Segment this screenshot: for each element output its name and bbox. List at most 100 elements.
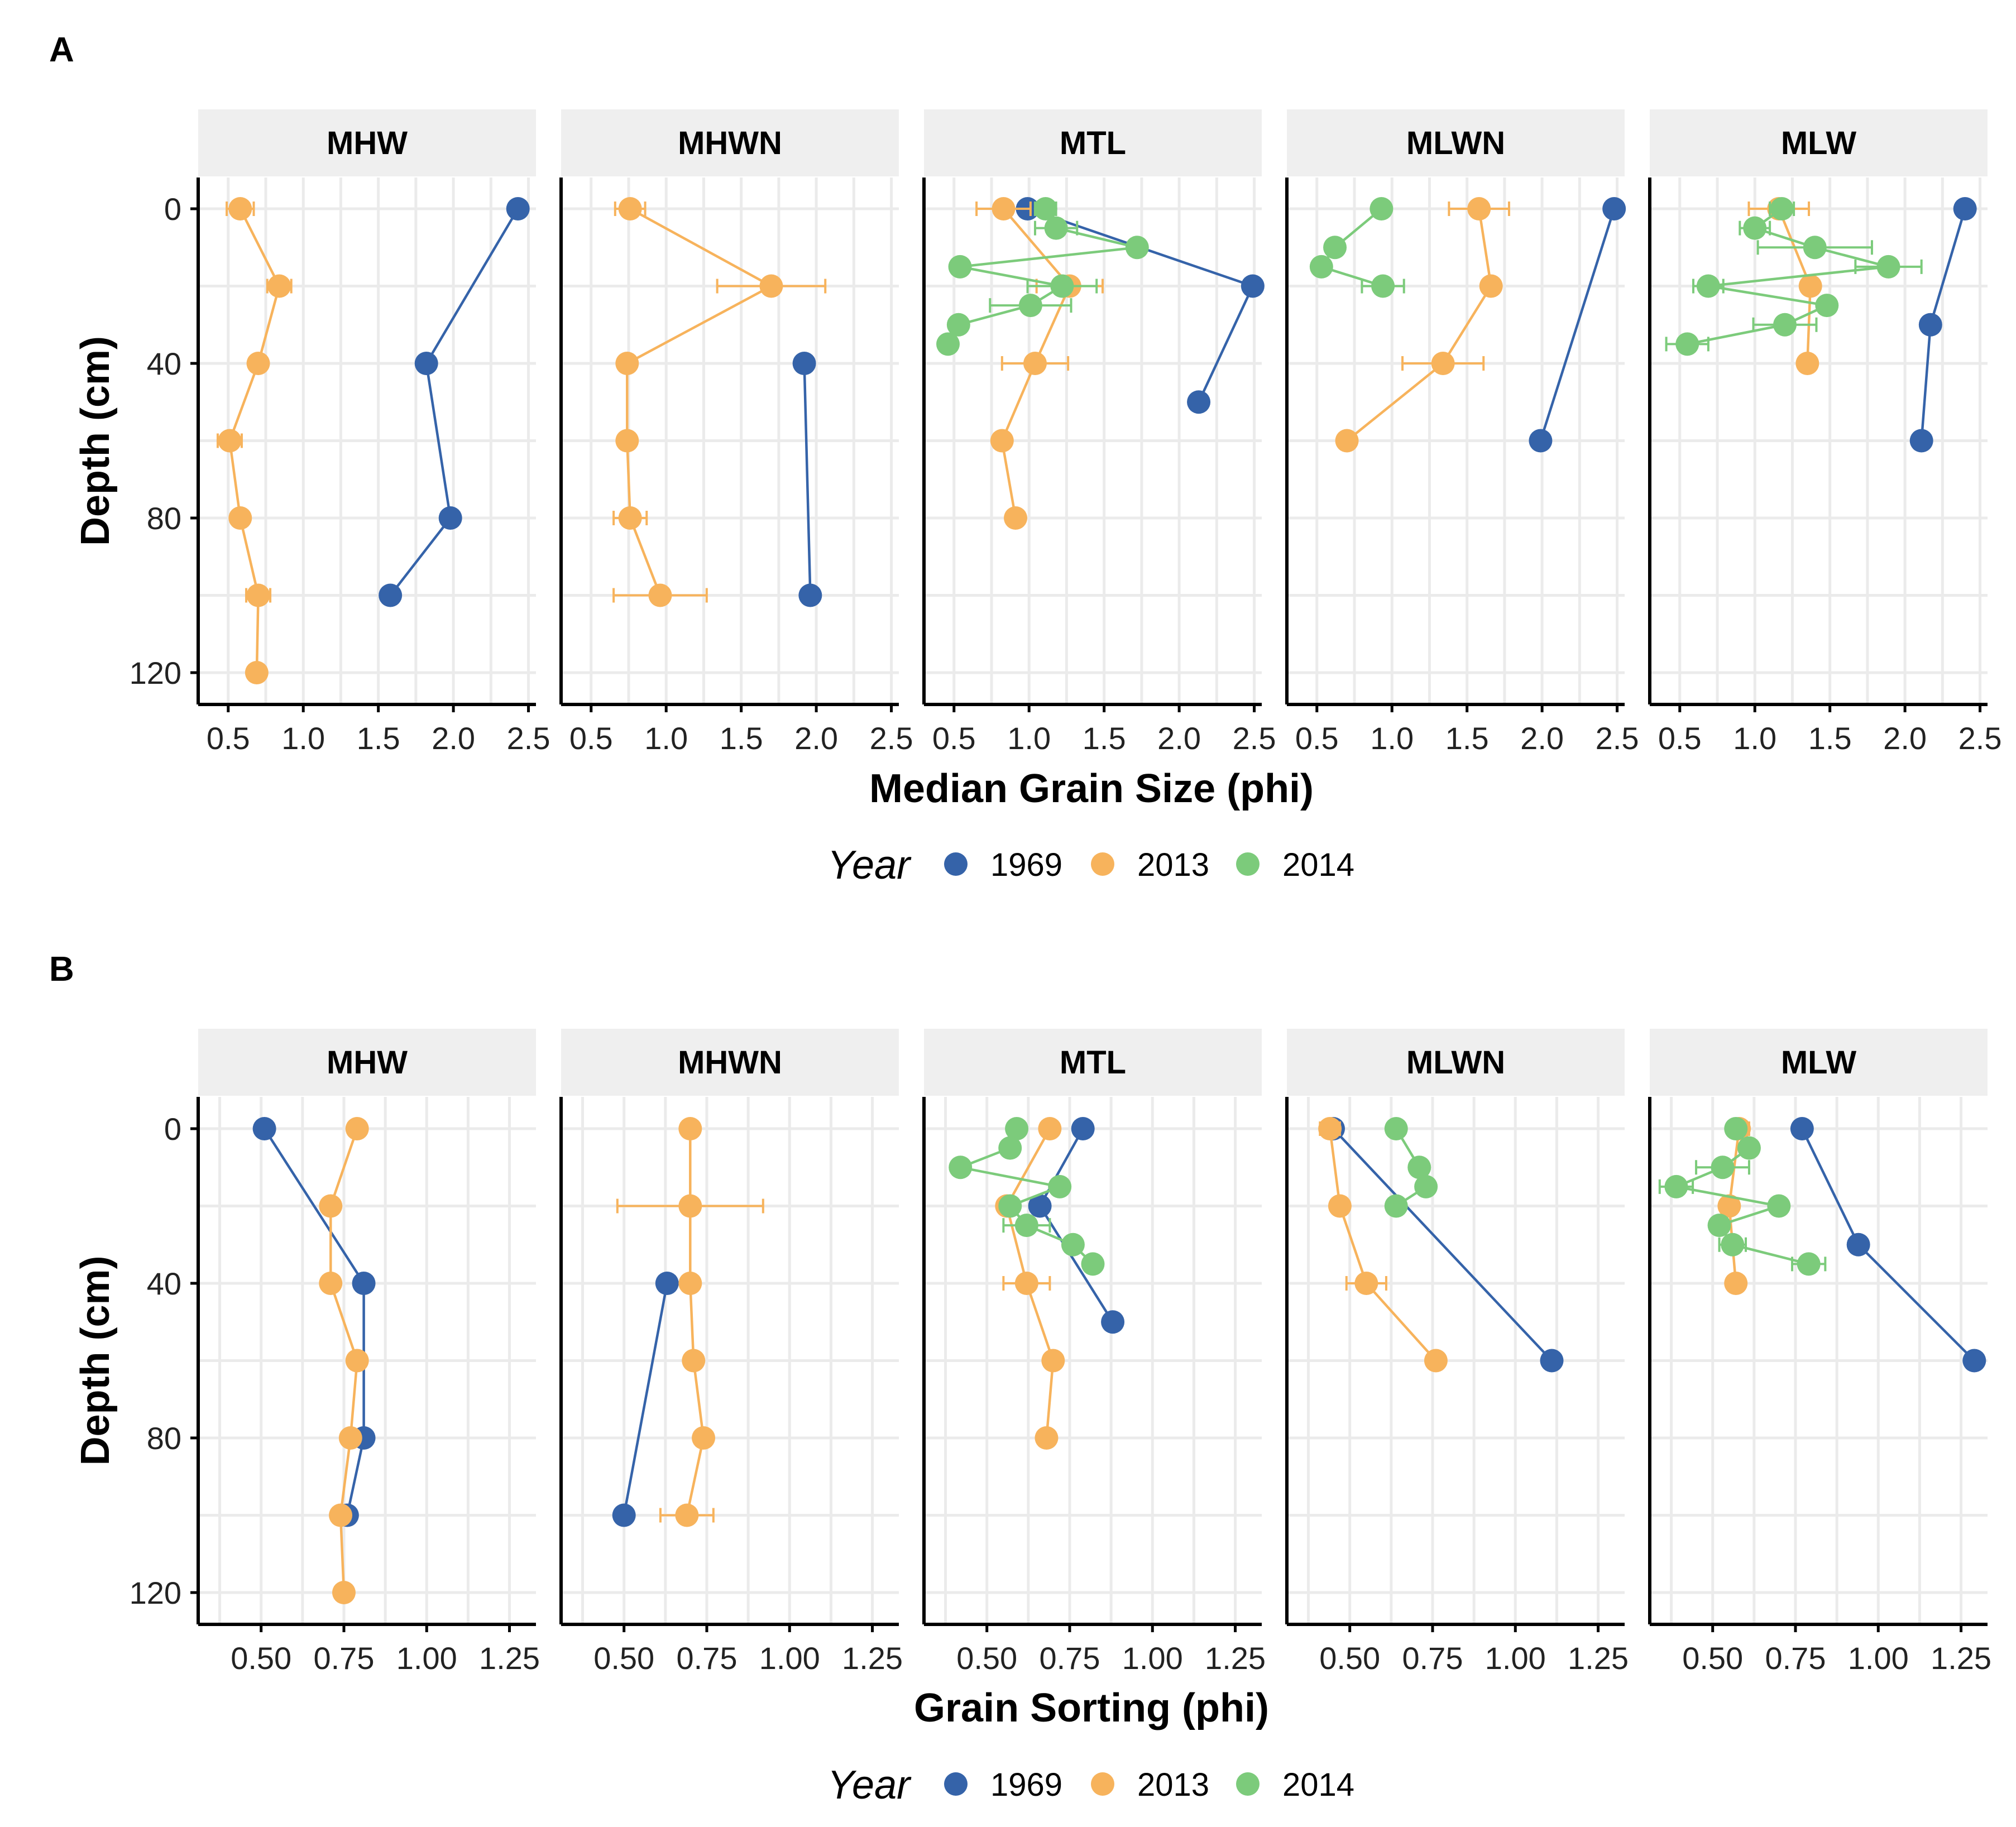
data-point [678,1272,702,1295]
data-point [1790,1117,1814,1140]
x-tick-label: 1.0 [281,721,325,756]
facet-mhw: MHW 0.5 1.0 1.5 2.0 2.5 0 40 80 120 [130,109,550,756]
x-tick-label: 2.0 [794,721,838,756]
series-2013 [612,197,827,607]
x-tick-label: 0.50 [1682,1641,1743,1676]
facet-mhwn: MHWN 0.5 1.0 1.5 2.0 2.5 [559,109,913,756]
data-point [946,313,970,337]
x-tick-label: 1.25 [1205,1641,1266,1676]
data-point [798,583,822,607]
data-point [1323,236,1347,260]
x-tick-label: 1.0 [644,721,688,756]
series-2013 [1318,1117,1448,1373]
gridlines [198,178,536,704]
data-point [1707,1214,1731,1238]
data-point [1414,1174,1438,1198]
data-point [1028,1194,1052,1218]
x-tick-label: 0.75 [1039,1641,1100,1676]
series-line [1319,208,1383,287]
data-point [1803,236,1827,260]
data-point [1767,1194,1791,1218]
data-point [1815,294,1839,318]
series-line [1328,1128,1437,1362]
data-point [1540,1349,1564,1373]
data-point [1101,1310,1125,1334]
data-point [998,1136,1022,1160]
data-point [949,1155,973,1179]
data-point [1675,332,1699,356]
data-point [1797,1252,1821,1276]
data-point [267,274,291,298]
data-point [675,1503,699,1527]
facet-strip-label: MHW [327,1044,408,1081]
data-point [1770,197,1794,220]
data-point [228,506,252,530]
series-2013 [1335,197,1510,453]
facet-mtl: MTL 0.50 0.75 1.00 1.25 [922,1029,1266,1676]
data-point [1241,274,1265,298]
legend-swatch [1091,852,1114,876]
data-point [252,1117,276,1140]
series-2013 [975,197,1104,530]
x-tick-label: 0.5 [932,721,976,756]
facet-strip [924,1029,1262,1096]
data-point [1050,274,1074,298]
data-point [1846,1233,1870,1257]
data-point [1369,197,1394,220]
data-point [414,352,438,375]
data-point [1023,352,1047,375]
facet-mhwn: MHWN 0.50 0.75 1.00 1.25 [559,1029,903,1676]
x-tick-label: 1.5 [1808,721,1852,756]
data-point [1431,352,1455,375]
x-tick-label: 1.0 [1007,721,1051,756]
series-1969 [792,352,822,607]
data-point [1795,352,1819,375]
series-line [622,1283,669,1516]
legend-item-1969: 1969 [944,1767,1062,1803]
y-tick-label: 80 [147,501,181,536]
gridlines [561,1097,899,1624]
x-tick-label: 1.00 [1485,1641,1546,1676]
data-point [1721,1233,1745,1257]
data-point [1048,1174,1072,1198]
data-point [648,583,672,607]
data-point [1041,1349,1065,1373]
x-tick-label: 2.0 [1520,721,1564,756]
x-tick-label: 0.75 [313,1641,374,1676]
data-point [1035,1426,1059,1450]
legend: Year 1969 2013 2014 [827,843,1354,888]
data-point [618,197,642,220]
x-tick-label: 0.75 [676,1641,737,1676]
facet-strip-label: MLW [1781,125,1857,161]
data-point [692,1426,716,1450]
data-point [759,274,783,298]
data-point [332,1581,356,1604]
data-point [379,583,403,607]
data-point [992,197,1016,220]
facet-strip [1287,1029,1625,1096]
facet-mlw: MLW 0.5 1.0 1.5 2.0 2.5 [1648,109,2001,756]
x-tick-label: 2.0 [1883,721,1927,756]
series-line [1539,208,1616,442]
data-point [1407,1155,1431,1179]
series-line [626,208,774,596]
data-point [1038,1117,1062,1140]
data-point [1717,1194,1741,1218]
data-point [345,1349,369,1373]
series-line [686,1129,705,1516]
x-tick-label: 0.5 [569,721,613,756]
series-line [947,208,1138,345]
series-2014 [1658,1117,1827,1276]
x-tick-label: 0.75 [1765,1641,1826,1676]
data-point [438,506,462,530]
x-tick-label: 2.0 [1157,721,1201,756]
x-tick-label: 1.00 [1848,1641,1909,1676]
x-tick-label: 1.5 [1445,721,1489,756]
data-point [1529,429,1553,453]
y-tick-label: 0 [164,191,181,227]
data-point [1384,1194,1408,1218]
data-point [506,197,530,220]
x-tick-label: 0.50 [231,1641,291,1676]
data-point [345,1117,369,1140]
